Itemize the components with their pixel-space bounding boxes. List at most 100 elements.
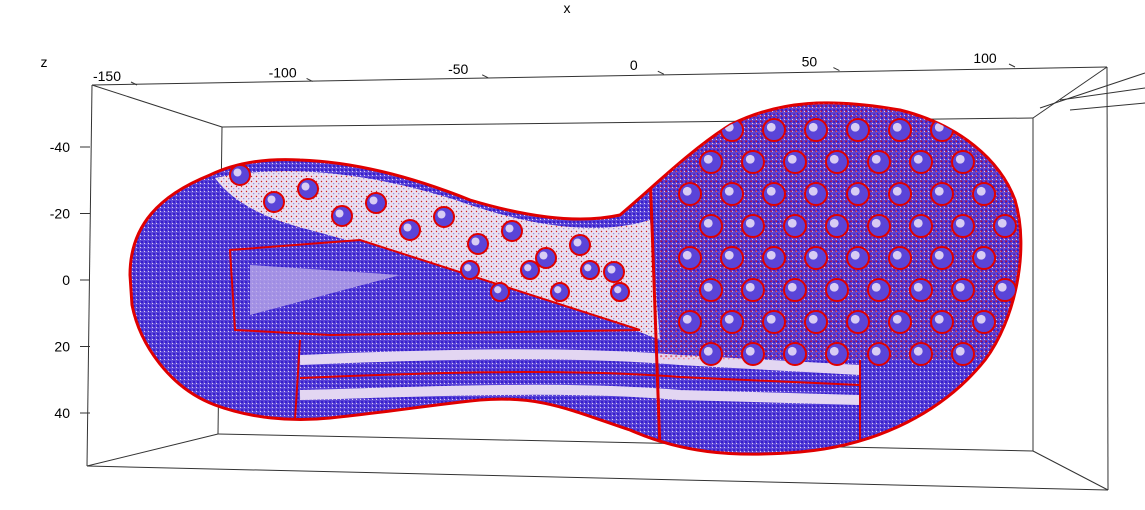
lug-highlight <box>233 168 242 177</box>
lug-highlight <box>934 314 944 324</box>
lug-highlight <box>766 314 776 324</box>
lug-highlight <box>892 186 902 196</box>
sole-divider <box>294 339 301 421</box>
lug-highlight <box>829 218 839 228</box>
lug-highlight <box>745 346 755 356</box>
lug-highlight <box>724 186 734 196</box>
lug-highlight <box>787 218 797 228</box>
x-tick-label: 100 <box>973 50 997 66</box>
lug-highlight <box>724 314 734 324</box>
lug-highlight <box>766 250 776 260</box>
lug <box>972 118 996 142</box>
lug-highlight <box>871 346 881 356</box>
box-edge <box>86 433 219 467</box>
x-tick-label: -100 <box>269 64 297 80</box>
lug-highlight <box>524 264 532 272</box>
lug-highlight <box>850 314 860 324</box>
box-edge <box>1039 72 1145 109</box>
sole-upper-band <box>215 171 660 340</box>
lug-highlight <box>850 250 860 260</box>
lug-highlight <box>437 210 446 219</box>
lug-highlight <box>892 122 902 132</box>
lug-highlight <box>703 282 713 292</box>
lug-highlight <box>976 186 986 196</box>
lug-highlight <box>267 195 276 204</box>
x-tick-mark <box>657 70 665 75</box>
lug-highlight <box>539 251 548 260</box>
lug-highlight <box>745 282 755 292</box>
lug-highlight <box>997 154 1007 164</box>
lug-highlight <box>850 186 860 196</box>
x-axis-title: x <box>564 0 571 16</box>
lug-highlight <box>955 154 965 164</box>
lug-highlight <box>703 154 713 164</box>
lug-highlight <box>808 122 818 132</box>
lug-highlight <box>494 286 502 294</box>
x-tick-mark <box>481 74 489 79</box>
box-edge <box>1106 66 1109 491</box>
lug-highlight <box>934 186 944 196</box>
lug-highlight <box>955 346 965 356</box>
lug-highlight <box>808 314 818 324</box>
x-tick-mark <box>130 81 138 86</box>
x-tick-label: -150 <box>93 68 121 84</box>
lug-highlight <box>573 238 582 247</box>
z-tick-label: -40 <box>50 139 70 155</box>
lug-highlight <box>829 346 839 356</box>
box-edge <box>1032 66 1108 119</box>
box-edge <box>86 465 1109 491</box>
z-tick-label: 20 <box>54 339 70 355</box>
lug-pattern <box>229 118 1017 366</box>
lug-highlight <box>913 154 923 164</box>
lug <box>993 150 1017 174</box>
lug-highlight <box>471 237 480 246</box>
lug-highlight <box>850 122 860 132</box>
lug-highlight <box>682 122 692 132</box>
lug-highlight <box>997 346 1007 356</box>
lug-highlight <box>703 218 713 228</box>
box-edge <box>91 84 223 128</box>
lug-highlight <box>955 282 965 292</box>
lug <box>993 342 1017 366</box>
lug-highlight <box>614 286 622 294</box>
sole-arch-inner <box>250 265 400 315</box>
sole-stripe <box>299 349 861 375</box>
lug-highlight <box>892 314 902 324</box>
x-tick-mark <box>833 67 840 72</box>
lug-highlight <box>808 250 818 260</box>
sole-arch-wedge <box>228 238 641 337</box>
lug-highlight <box>913 218 923 228</box>
lug-highlight <box>787 346 797 356</box>
lug-highlight <box>554 286 562 294</box>
lug-highlight <box>607 265 616 274</box>
lug-highlight <box>745 218 755 228</box>
box-edge <box>86 84 93 467</box>
z-axis-title: z <box>41 54 48 70</box>
lug-highlight <box>934 250 944 260</box>
lug-highlight <box>913 346 923 356</box>
z-tick-label: 40 <box>54 405 70 421</box>
lug-highlight <box>703 346 713 356</box>
lug-highlight <box>682 186 692 196</box>
lug-highlight <box>766 122 776 132</box>
sole-divider <box>648 169 662 451</box>
lug-highlight <box>871 282 881 292</box>
lug-highlight <box>724 250 734 260</box>
x-tick-label: 50 <box>802 54 818 70</box>
x-tick-label: -50 <box>448 61 468 77</box>
box-edge <box>1059 87 1145 101</box>
lug-highlight <box>766 186 776 196</box>
lug-highlight <box>976 314 986 324</box>
box-edge <box>1032 450 1109 491</box>
x-tick-label: 0 <box>630 57 638 73</box>
lug-highlight <box>808 186 818 196</box>
lug-highlight <box>682 314 692 324</box>
lug-highlight <box>934 122 944 132</box>
lug-highlight <box>829 282 839 292</box>
lug-highlight <box>955 218 965 228</box>
box-edge <box>91 66 1108 86</box>
lug-highlight <box>892 250 902 260</box>
lug-highlight <box>403 223 412 232</box>
x-tick-mark <box>1008 63 1016 68</box>
